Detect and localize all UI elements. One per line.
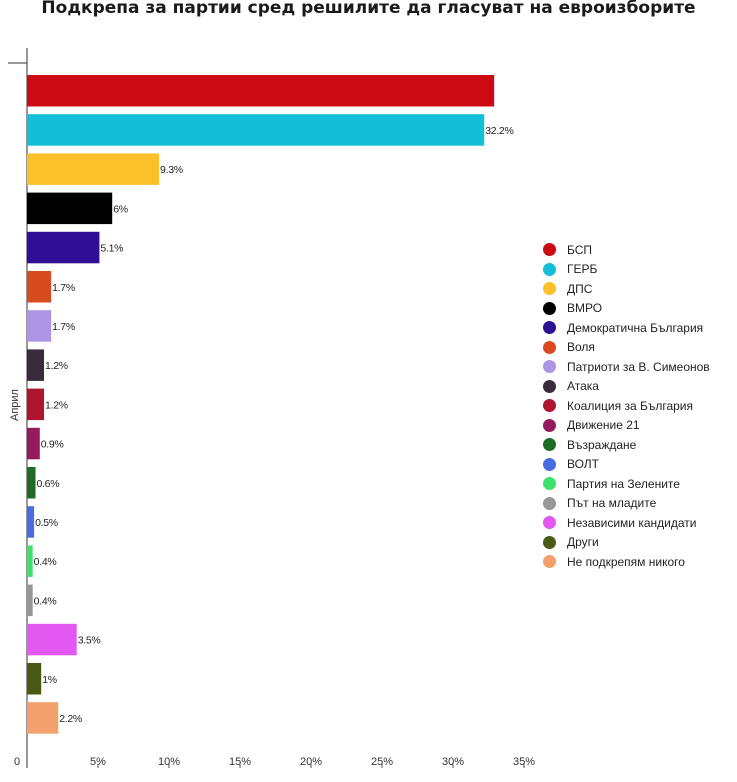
bar-5 [27, 231, 100, 264]
data-label: 1.7% [52, 282, 75, 294]
legend-label: Възраждане [567, 437, 637, 452]
legend-label: ДПС [567, 281, 593, 296]
legend-label: Път на младите [567, 496, 657, 511]
data-label: 1% [42, 674, 57, 686]
data-label: 6% [113, 203, 128, 215]
legend-item[interactable]: Път на младите [543, 494, 710, 514]
data-label: 1.2% [45, 399, 68, 411]
legend-swatch [543, 301, 556, 315]
data-label: 5.1% [100, 243, 123, 255]
legend-swatch [543, 555, 556, 569]
x-tick-label-zero: 0 [14, 756, 20, 768]
legend-swatch [543, 243, 556, 257]
legend-swatch [543, 379, 556, 393]
legend-label: ВОЛТ [567, 457, 600, 472]
bar-17 [27, 702, 59, 734]
x-tick-label: 35% [513, 756, 535, 768]
legend-label: Патриоти за В. Симеонов [567, 359, 710, 374]
legend-swatch [543, 360, 556, 374]
legend-label: Други [567, 535, 599, 550]
bar-9 [27, 388, 45, 421]
legend-label: Независими кандидати [567, 515, 697, 530]
data-label: 9.3% [160, 164, 183, 176]
legend-item[interactable]: ВОЛТ [543, 455, 710, 475]
legend-label: ГЕРБ [567, 262, 598, 277]
legend-item[interactable]: Движение 21 [543, 416, 710, 436]
data-label: 3.5% [78, 635, 101, 647]
legend-item[interactable]: Възраждане [543, 435, 710, 455]
legend-label: Не подкрепям никого [567, 554, 685, 569]
data-label: 0.5% [35, 517, 58, 529]
data-label: 2.2% [59, 713, 82, 725]
legend-swatch [543, 477, 556, 491]
legend-item[interactable]: Коалиция за България [543, 396, 710, 416]
legend-label: Атака [567, 379, 599, 394]
legend-item[interactable]: ГЕРБ [543, 260, 710, 280]
legend-item[interactable]: Патриоти за В. Симеонов [543, 357, 710, 377]
legend-item[interactable]: Демократична България [543, 318, 710, 338]
bar-10 [27, 427, 40, 460]
x-tick-label: 15% [229, 756, 251, 768]
legend-swatch [543, 340, 556, 354]
chart-title: Подкрепа за партии сред решилите да глас… [41, 0, 696, 18]
legend-item[interactable]: БСП [543, 240, 710, 260]
legend-swatch [543, 282, 556, 296]
bar-2 [27, 114, 485, 146]
bar-4 [27, 192, 113, 225]
legend-swatch [543, 418, 556, 432]
legend-label: Демократична България [567, 320, 704, 335]
legend-label: Партия на Зелените [567, 476, 680, 491]
legend-item[interactable]: ВМРО [543, 299, 710, 319]
x-tick-label: 5% [90, 756, 106, 768]
bar-6 [27, 271, 52, 303]
bar-14 [27, 584, 33, 617]
x-tick-label: 25% [371, 756, 393, 768]
data-label: 0.9% [41, 439, 64, 451]
bar-13 [27, 545, 33, 577]
data-label: 0.4% [34, 556, 57, 568]
legend-swatch [543, 262, 556, 276]
legend-item[interactable]: Партия на Зелените [543, 474, 710, 494]
legend-item[interactable]: Не подкрепям никого [543, 552, 710, 572]
legend-swatch [543, 457, 556, 471]
legend-item[interactable]: Независими кандидати [543, 513, 710, 533]
bar-15 [27, 623, 77, 656]
x-tick-label: 30% [442, 756, 464, 768]
bar-16 [27, 663, 42, 695]
legend-label: Воля [567, 340, 595, 355]
legend-swatch [543, 535, 556, 549]
legend-swatch [543, 321, 556, 335]
bar-3 [27, 153, 160, 185]
data-label: 0.6% [37, 478, 60, 490]
legend-label: ВМРО [567, 301, 603, 316]
data-label: 1.2% [45, 360, 68, 372]
bar-12 [27, 506, 35, 538]
legend-item[interactable]: Воля [543, 338, 710, 358]
bar-7 [27, 310, 52, 342]
legend-swatch [543, 399, 556, 413]
legend-swatch [543, 438, 556, 452]
legend-item[interactable]: Атака [543, 377, 710, 397]
x-tick-label: 10% [158, 756, 180, 768]
legend-swatch [543, 496, 556, 510]
chart-legend: БСП ГЕРБ ДПС ВМРО Демократична България Воля П… [543, 240, 710, 572]
x-tick-label: 20% [300, 756, 322, 768]
legend-label: Движение 21 [567, 418, 640, 433]
legend-label: БСП [567, 242, 593, 257]
bar-11 [27, 467, 36, 499]
legend-label: Коалиция за България [567, 398, 693, 413]
legend-item[interactable]: Други [543, 533, 710, 553]
y-axis-label: Април [9, 389, 21, 421]
data-label: 1.7% [52, 321, 75, 333]
data-label: 32.2% [485, 125, 513, 137]
data-label: 0.4% [34, 595, 57, 607]
legend-swatch [543, 516, 556, 530]
bar-8 [27, 349, 45, 381]
bar-1 [27, 75, 495, 107]
legend-item[interactable]: ДПС [543, 279, 710, 299]
